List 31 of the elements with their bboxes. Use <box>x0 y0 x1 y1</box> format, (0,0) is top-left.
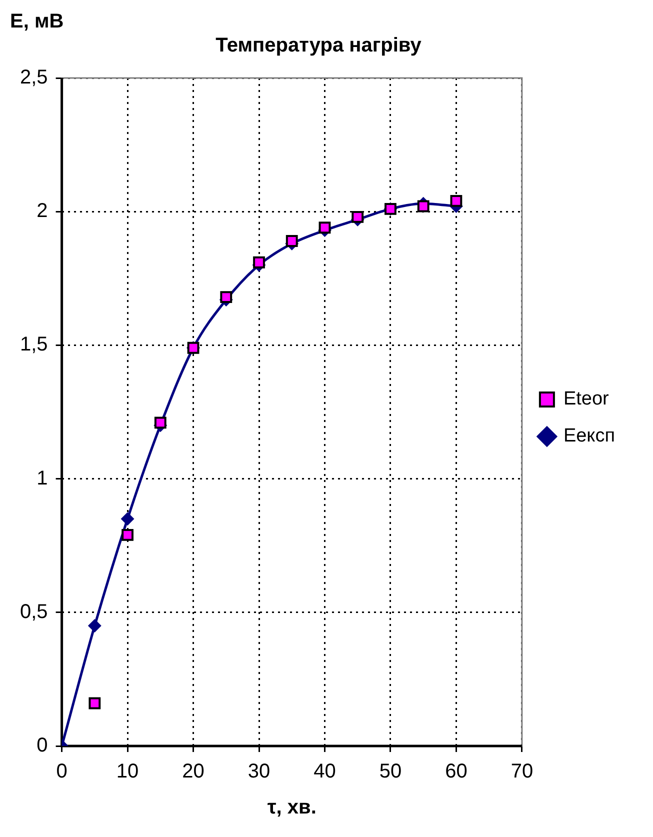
point <box>122 528 134 541</box>
point <box>253 256 265 268</box>
x-tick-label: 0 <box>56 760 68 783</box>
y-tick-label: 2,5 <box>20 66 48 89</box>
point <box>417 200 430 212</box>
x-tick-label: 70 <box>510 760 534 783</box>
y-axis-title: E, мВ <box>10 10 64 33</box>
x-tick-label: 60 <box>445 760 468 783</box>
legend-label: Eексп <box>563 426 616 447</box>
point <box>286 235 298 247</box>
y-tick-label: 2 <box>36 200 48 222</box>
x-tick-label: 50 <box>379 760 402 783</box>
x-tick-label: 30 <box>248 760 270 783</box>
point <box>88 619 102 632</box>
point <box>154 416 166 429</box>
y-tick-label: 1,5 <box>20 334 48 356</box>
legend-label: Eteor <box>563 388 610 410</box>
point <box>121 512 134 526</box>
point <box>450 194 462 207</box>
y-tick-label: 0 <box>36 734 48 757</box>
x-axis-title: τ, хв. <box>267 796 316 819</box>
x-tick-label: 40 <box>314 760 336 783</box>
point <box>88 697 101 710</box>
point <box>220 291 232 304</box>
chart-title: Температура нагріву <box>216 34 422 57</box>
x-tick-label: 10 <box>116 760 139 783</box>
point <box>352 210 364 223</box>
x-tick-label: 20 <box>182 760 204 783</box>
y-tick-label: 1 <box>36 467 48 490</box>
y-tick-label: 0,5 <box>20 600 48 623</box>
point <box>318 222 331 234</box>
